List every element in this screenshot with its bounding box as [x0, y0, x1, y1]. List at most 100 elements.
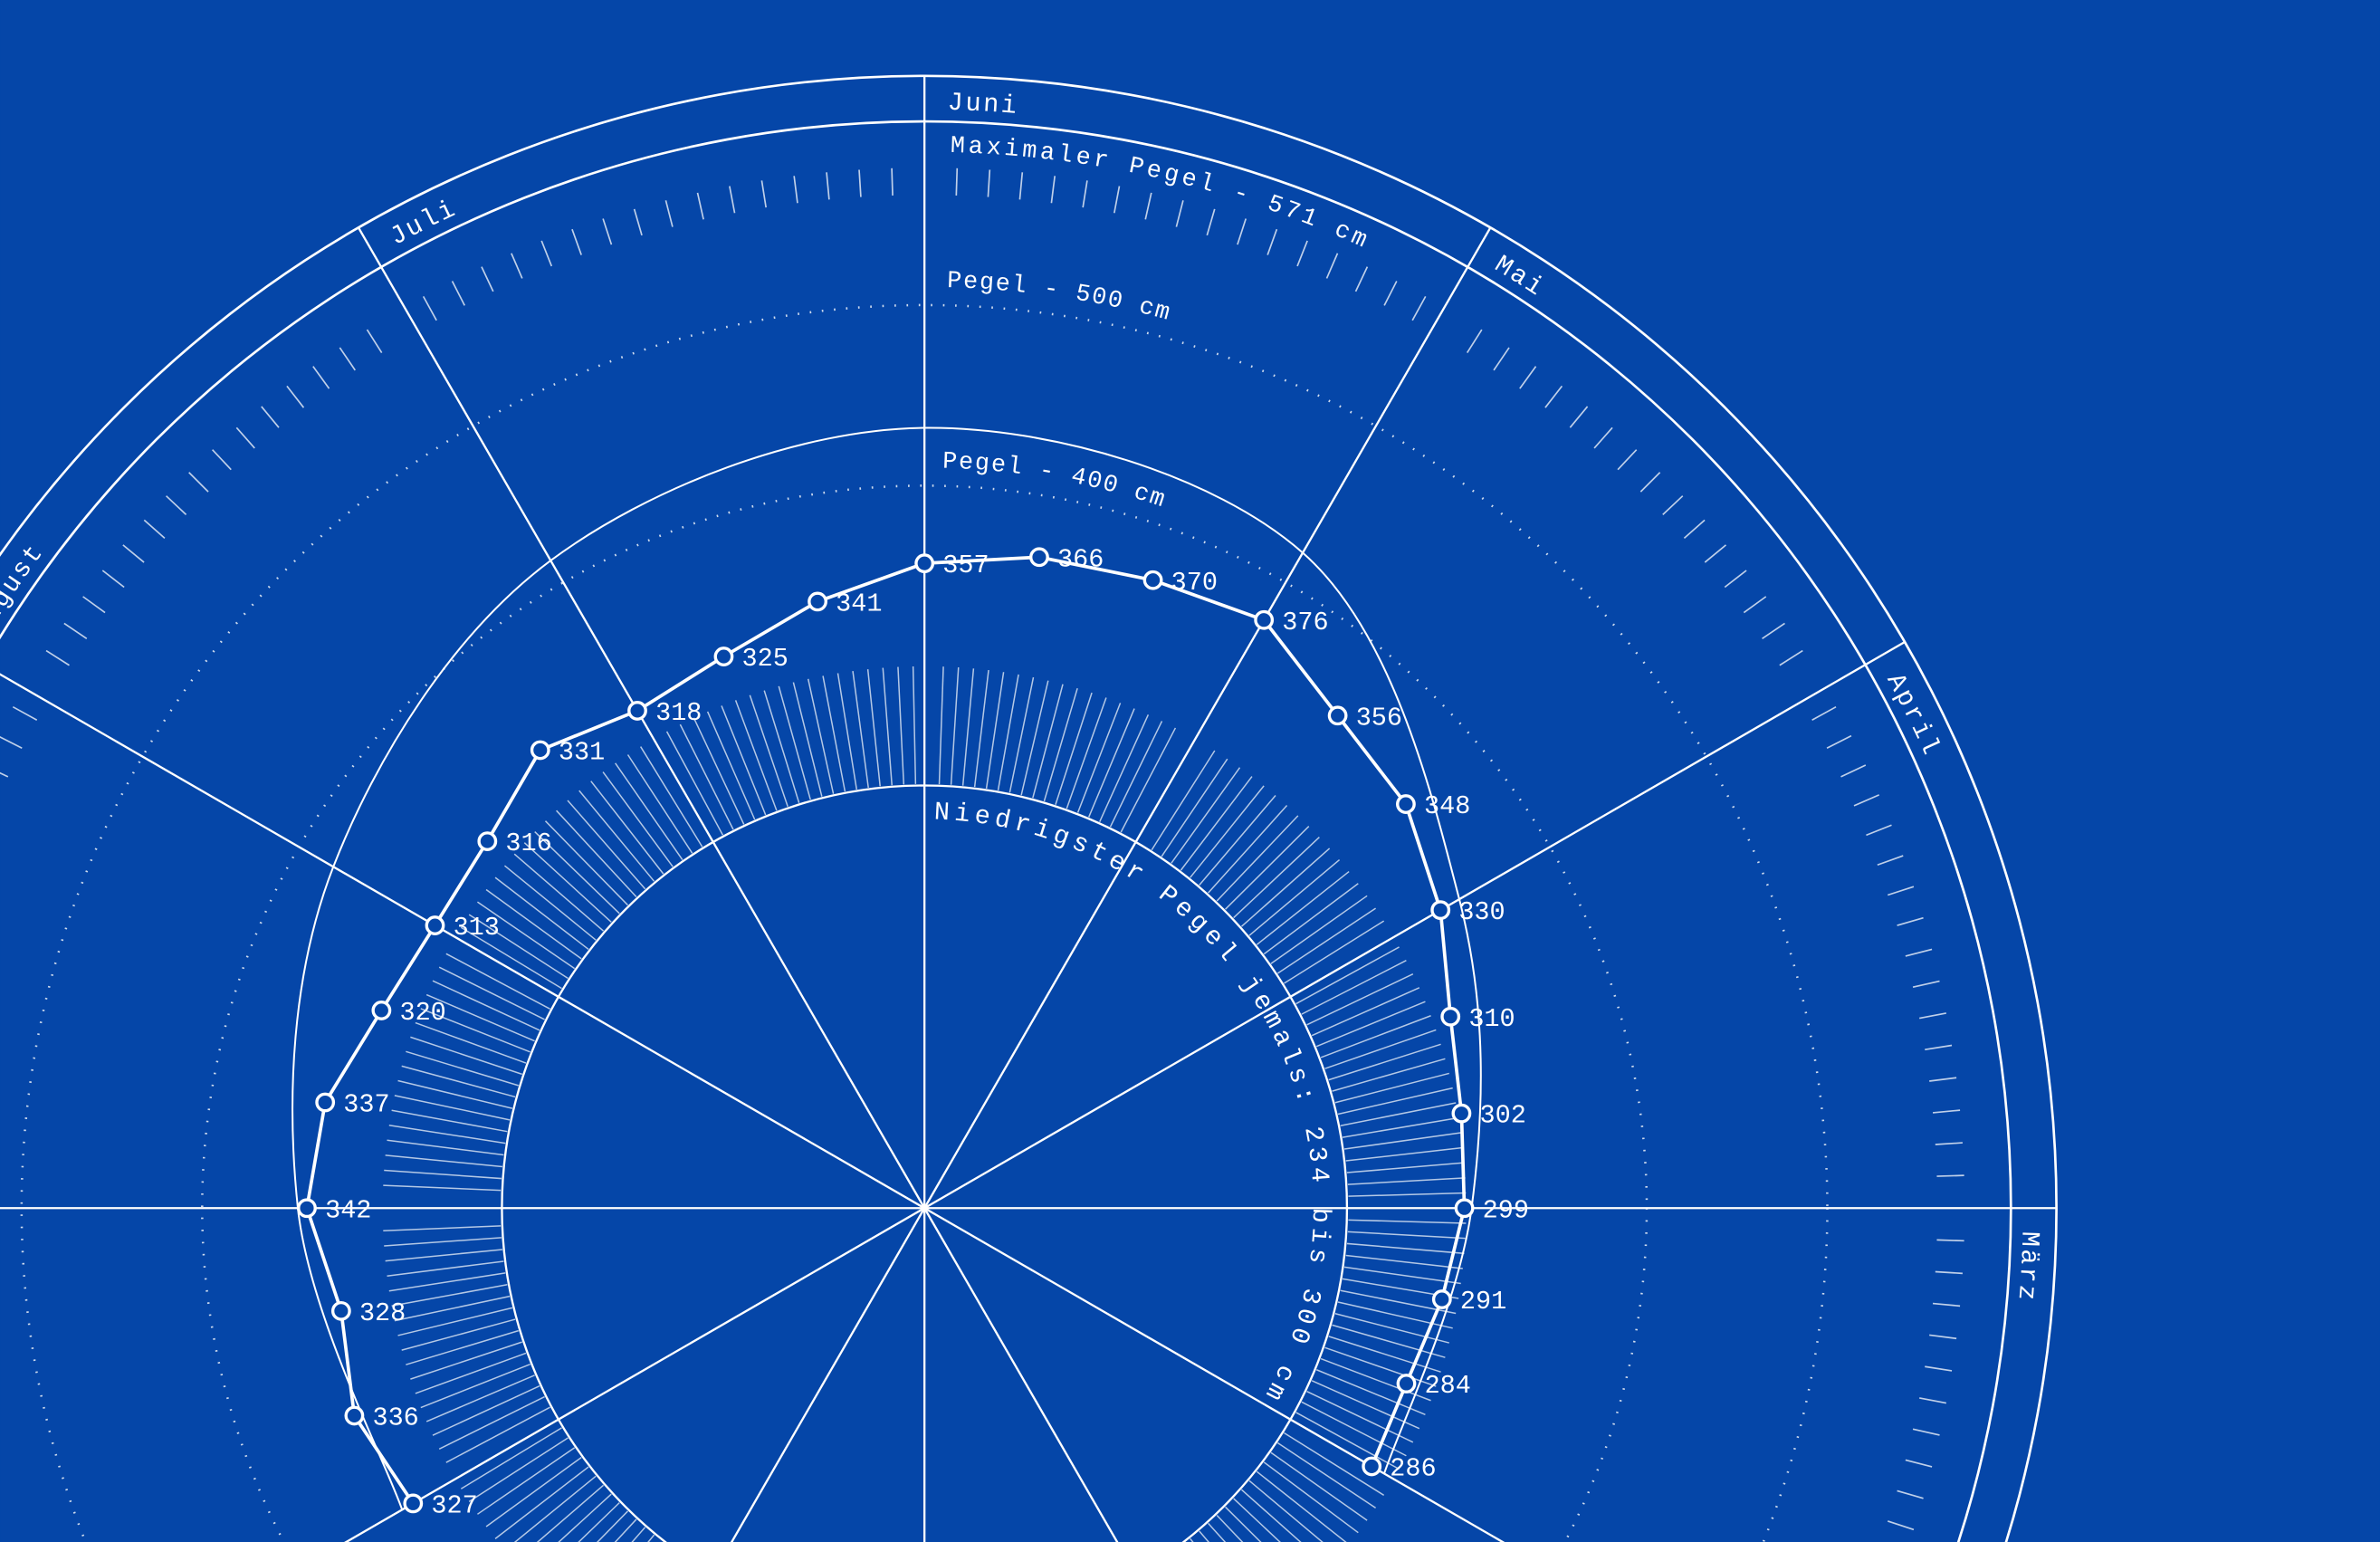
minimum-hatch [1087, 708, 1135, 818]
maximum-tick [1925, 1365, 1953, 1372]
minimum-hatch [468, 1437, 569, 1503]
minimum-hatch [1225, 1506, 1262, 1542]
minimum-hatch [679, 723, 734, 830]
level-point [344, 1405, 365, 1426]
minimum-hatch [614, 1518, 637, 1542]
minimum-hatch [763, 690, 800, 803]
maximum-tick [1593, 426, 1613, 449]
minimum-hatch [1284, 1432, 1385, 1496]
maximum-tick [366, 329, 383, 354]
minimum-hatch [476, 1447, 576, 1515]
minimum-hatch [1270, 895, 1368, 964]
minimum-hatch [420, 1363, 530, 1409]
maximum-tick [1617, 449, 1638, 471]
minimum-hatch [836, 673, 858, 790]
month-divider [344, 1207, 925, 1542]
minimum-hatch [384, 1169, 502, 1180]
maximum-tick [858, 169, 862, 197]
minimum-hatch [1328, 1336, 1441, 1373]
maximum-tick [696, 192, 704, 220]
minimum-hatch [1270, 1451, 1368, 1521]
level-value-label: 291 [1460, 1287, 1506, 1317]
maximum-tick [143, 519, 166, 539]
level-point [1254, 609, 1275, 630]
maximum-tick [1466, 329, 1483, 354]
minimum-hatch [401, 1065, 516, 1098]
level-point [1430, 900, 1451, 921]
minimum-hatch [1295, 1412, 1400, 1470]
minimum-hatch [778, 685, 811, 800]
minimum-hatch [1284, 920, 1385, 984]
level-point [808, 591, 827, 612]
minimum-hatch [1098, 714, 1150, 822]
maximum-tick [1905, 948, 1933, 957]
minimum-ring [501, 784, 1348, 1542]
maximum-tick [481, 266, 494, 292]
level-point [371, 1001, 392, 1020]
minimum-hatch [445, 1406, 550, 1463]
level-value-label: 330 [1458, 897, 1505, 927]
minimum-hatch [438, 1395, 545, 1450]
maximum-tick [12, 705, 38, 721]
minimum-hatch [391, 1284, 508, 1307]
level-value-label: 357 [942, 551, 989, 580]
minimum-hatch [544, 820, 628, 906]
maximum-tick [1866, 824, 1892, 837]
minimum-hatch [1306, 1390, 1414, 1443]
minimum-hatch [1337, 1087, 1453, 1116]
maximum-tick [1544, 385, 1563, 408]
minimum-hatch [1248, 859, 1341, 936]
minimum-hatch [394, 1295, 511, 1322]
maximum-tick [1325, 253, 1339, 279]
minimum-hatch [415, 1021, 527, 1064]
minimum-hatch [468, 914, 569, 980]
level-value-label: 376 [1282, 608, 1328, 637]
minimum-hatch [602, 771, 674, 867]
maximum-tick [1683, 519, 1706, 539]
maximum-tick [987, 169, 991, 197]
level-point [1142, 570, 1163, 590]
minimum-hatch [383, 1184, 502, 1192]
minimum-hatch [1076, 703, 1122, 813]
level-point [1451, 1103, 1472, 1124]
level-value-label: 313 [454, 913, 500, 943]
minimum-hatch [1315, 1369, 1426, 1415]
maximum-tick [1853, 794, 1880, 807]
maximum-tick [1050, 176, 1056, 204]
maximum-tick [602, 218, 613, 245]
minimum-hatch [596, 1510, 628, 1542]
minimum-hatch [1276, 1441, 1377, 1509]
maximum-tick [45, 649, 70, 666]
maximum-tick [664, 200, 674, 227]
minimum-hatch [1295, 946, 1400, 1005]
minimum-hatch [1340, 1102, 1457, 1126]
maximum-tick [1354, 266, 1369, 292]
maximum-tick [212, 449, 232, 471]
maximum-tick [540, 240, 553, 267]
minimum-hatch [1332, 1324, 1446, 1358]
level-value-label: 284 [1425, 1371, 1471, 1401]
level-point [1440, 1006, 1461, 1027]
minimum-hatch [387, 1139, 504, 1156]
minimum-hatch [485, 1456, 582, 1528]
minimum-hatch [513, 853, 605, 932]
level-value-label: 320 [399, 998, 445, 1028]
minimum-hatch [985, 672, 1005, 789]
maximum-tick [82, 596, 106, 614]
level-value-label: 299 [1483, 1195, 1529, 1225]
minimum-hatch [485, 888, 582, 960]
maximum-tick [1897, 1489, 1924, 1499]
maximum-tick [1724, 570, 1747, 589]
minimum-hatch [626, 754, 693, 854]
minimum-hatch [1199, 795, 1276, 886]
level-point [403, 1493, 424, 1514]
minimum-hatch [1233, 1498, 1281, 1542]
minimum-hatch [1240, 1489, 1302, 1542]
maximum-tick [451, 281, 465, 306]
minimum-hatch [1320, 1015, 1431, 1058]
minimum-hatch [1324, 1029, 1437, 1069]
level-point [330, 1300, 351, 1321]
level-point [1327, 705, 1348, 726]
